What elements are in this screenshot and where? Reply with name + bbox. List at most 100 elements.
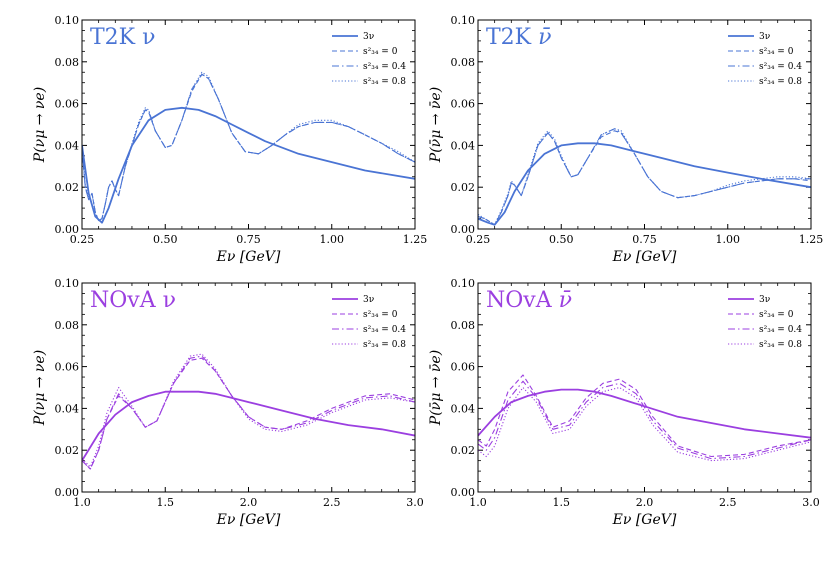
legend-label: 3ν [759, 295, 770, 305]
panel-title: T2K ν̄ [486, 25, 551, 50]
y-axis-label: P(ν̄μ → ν̄e) [428, 350, 444, 426]
series-line-2 [478, 130, 811, 226]
chart-panel-3: 1.0 1.5 2.0 2.5 3.0 0.00 0.02 0.04 0.06 0.08 0.10 N… [32, 277, 424, 528]
series-line-4 [82, 353, 415, 468]
legend-label: s²₃₄ = 0.8 [363, 340, 406, 350]
panel-title: NOvA ν̄ [486, 288, 572, 313]
x-tick-label: 1.25 [403, 233, 428, 246]
x-tick-label: 1.0 [469, 496, 487, 509]
y-tick-label: 0.04 [55, 402, 80, 415]
series-line-1 [478, 388, 811, 439]
x-tick-label: 3.0 [802, 496, 820, 509]
y-tick-label: 0.04 [451, 139, 476, 152]
y-tick-label: 0.00 [55, 486, 80, 499]
x-tick-label: 1.00 [320, 233, 345, 246]
y-tick-label: 0.02 [451, 181, 476, 194]
series-line-2 [478, 374, 811, 458]
series-line-3 [478, 380, 811, 460]
legend-label: s²₃₄ = 0.8 [759, 77, 802, 87]
legend-label: 3ν [363, 32, 374, 42]
panel-title-text: T2K ν [90, 25, 155, 50]
legend-label: s²₃₄ = 0.8 [363, 77, 406, 87]
x-axis-label: Eν [GeV] [216, 249, 281, 265]
chart-panel-1: 0.25 0.50 0.75 1.00 1.25 0.00 0.02 0.04 0.06 0.08… [32, 14, 427, 265]
x-tick-label: 0.75 [236, 233, 261, 246]
panel-title-nubar: ν̄ [559, 288, 572, 313]
legend-label: s²₃₄ = 0.8 [759, 340, 802, 350]
series-line-1 [478, 142, 811, 226]
y-tick-label: 0.06 [451, 98, 476, 111]
panel-title: NOvA ν [90, 288, 176, 313]
y-tick-label: 0.00 [55, 223, 80, 236]
x-tick-label: 0.25 [70, 233, 95, 246]
y-tick-label: 0.08 [451, 56, 476, 69]
x-tick-label: 0.50 [549, 233, 574, 246]
x-tick-label: 1.5 [553, 496, 571, 509]
legend-label: s²₃₄ = 0.4 [363, 325, 406, 335]
y-tick-label: 0.00 [451, 486, 476, 499]
y-tick-label: 0.02 [55, 444, 80, 457]
chart-panel-2: 0.25 0.50 0.75 1.00 1.25 0.00 0.02 0.04 0.06 0.08… [428, 14, 823, 265]
y-tick-label: 0.10 [55, 14, 80, 27]
x-tick-label: 2.5 [323, 496, 341, 509]
panel-title-text: T2K [486, 25, 538, 50]
x-axis-label: Eν [GeV] [216, 512, 281, 528]
y-tick-label: 0.10 [451, 14, 476, 27]
y-axis-label: P(νμ → νe) [32, 350, 48, 426]
y-tick-label: 0.00 [451, 223, 476, 236]
y-tick-label: 0.06 [451, 361, 476, 374]
legend-label: 3ν [363, 295, 374, 305]
y-tick-label: 0.02 [55, 181, 80, 194]
legend-label: s²₃₄ = 0.4 [759, 325, 802, 335]
x-tick-label: 2.5 [719, 496, 737, 509]
series-line-1 [82, 390, 415, 462]
plot-frame [81, 282, 416, 493]
x-tick-label: 2.0 [636, 496, 654, 509]
x-tick-label: 2.0 [240, 496, 258, 509]
y-tick-label: 0.08 [55, 319, 80, 332]
y-tick-label: 0.02 [451, 444, 476, 457]
legend-label: s²₃₄ = 0.4 [759, 62, 802, 72]
panel-title-text: NOvA [486, 288, 559, 313]
legend-label: s²₃₄ = 0 [363, 47, 398, 57]
y-tick-label: 0.06 [55, 98, 80, 111]
x-tick-label: 0.75 [632, 233, 657, 246]
series-line-2 [82, 357, 415, 470]
plot-frame [81, 19, 416, 230]
x-axis-label: Eν [GeV] [612, 249, 677, 265]
y-tick-label: 0.04 [451, 402, 476, 415]
series-line-3 [82, 355, 415, 470]
x-tick-label: 1.5 [157, 496, 175, 509]
plot-frame [477, 282, 812, 493]
y-tick-label: 0.10 [55, 277, 80, 290]
x-tick-label: 0.50 [153, 233, 178, 246]
x-tick-label: 1.00 [716, 233, 741, 246]
y-tick-label: 0.06 [55, 361, 80, 374]
y-tick-label: 0.08 [55, 56, 80, 69]
legend-label: 3ν [759, 32, 770, 42]
legend-label: s²₃₄ = 0 [759, 310, 794, 320]
series-line-3 [82, 73, 415, 222]
y-axis-label: P(ν̄μ → ν̄e) [428, 87, 444, 163]
panel-title-nubar: ν̄ [538, 25, 551, 50]
plot-frame [477, 19, 812, 230]
y-tick-label: 0.10 [451, 277, 476, 290]
x-tick-label: 3.0 [406, 496, 424, 509]
legend-label: s²₃₄ = 0 [759, 47, 794, 57]
legend-label: s²₃₄ = 0 [363, 310, 398, 320]
y-axis-label: P(νμ → νe) [32, 87, 48, 163]
x-tick-label: 1.0 [73, 496, 91, 509]
series-line-1 [82, 106, 415, 224]
y-tick-label: 0.04 [55, 139, 80, 152]
series-line-4 [82, 71, 415, 222]
series-line-3 [478, 128, 811, 226]
x-tick-label: 0.25 [466, 233, 491, 246]
panel-title-text: NOvA ν [90, 288, 176, 313]
x-axis-label: Eν [GeV] [612, 512, 677, 528]
y-tick-label: 0.08 [451, 319, 476, 332]
chart-panel-4: 1.0 1.5 2.0 2.5 3.0 0.00 0.02 0.04 0.06 0.08 0.10 N… [428, 277, 820, 528]
legend-label: s²₃₄ = 0.4 [363, 62, 406, 72]
x-tick-label: 1.25 [799, 233, 824, 246]
panel-title: T2K ν [90, 25, 155, 50]
